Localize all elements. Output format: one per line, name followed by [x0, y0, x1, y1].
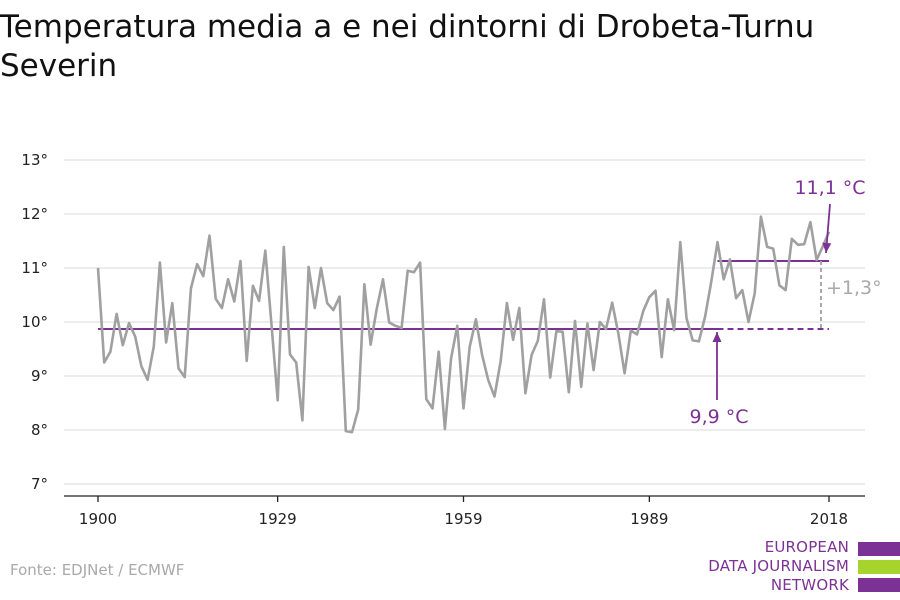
difference-label: +1,3°	[826, 277, 882, 299]
x-tick-label: 2018	[810, 510, 848, 528]
source-note: Fonte: EDJNet / ECMWF	[10, 561, 185, 579]
temperature-series-line	[96, 215, 831, 434]
series-group	[96, 215, 831, 434]
y-tick-label: 12°	[21, 205, 48, 223]
y-axis-tick-labels: 7° 8° 9° 10° 11° 12° 13°	[21, 151, 48, 493]
y-tick-label: 8°	[31, 421, 48, 439]
x-tick-label: 1900	[79, 510, 117, 528]
logo-line-2: DATA JOURNALISM	[708, 557, 849, 575]
annotations: 11,1 °C 9,9 °C +1,3°	[689, 177, 881, 428]
baseline-mean-label: 9,9 °C	[689, 406, 748, 428]
y-tick-label: 7°	[31, 475, 48, 493]
logo-line-3: NETWORK	[770, 576, 849, 594]
grid-lines	[64, 159, 865, 485]
reference-lines	[98, 259, 829, 331]
x-tick-label: 1959	[444, 510, 482, 528]
x-tick-label: 1989	[630, 510, 668, 528]
logo-line-1: EUROPEAN	[764, 538, 849, 556]
y-tick-label: 9°	[31, 367, 48, 385]
logo-bar-1	[858, 542, 900, 556]
recent-mean-arrow-head	[822, 242, 832, 253]
baseline-mean-arrow-head	[712, 332, 722, 343]
y-tick-label: 11°	[21, 259, 48, 277]
chart-title: Temperatura media a e nei dintorni di Dr…	[0, 9, 815, 84]
edjnet-logo: EUROPEAN DATA JOURNALISM NETWORK	[690, 536, 900, 596]
logo-bar-2	[858, 560, 900, 574]
x-axis: 1900 1929 1959 1989 2018	[64, 495, 865, 528]
y-tick-label: 13°	[21, 151, 48, 169]
y-tick-label: 10°	[21, 313, 48, 331]
x-tick-label: 1929	[259, 510, 297, 528]
recent-mean-label: 11,1 °C	[794, 177, 865, 199]
logo-bar-3	[858, 578, 900, 592]
